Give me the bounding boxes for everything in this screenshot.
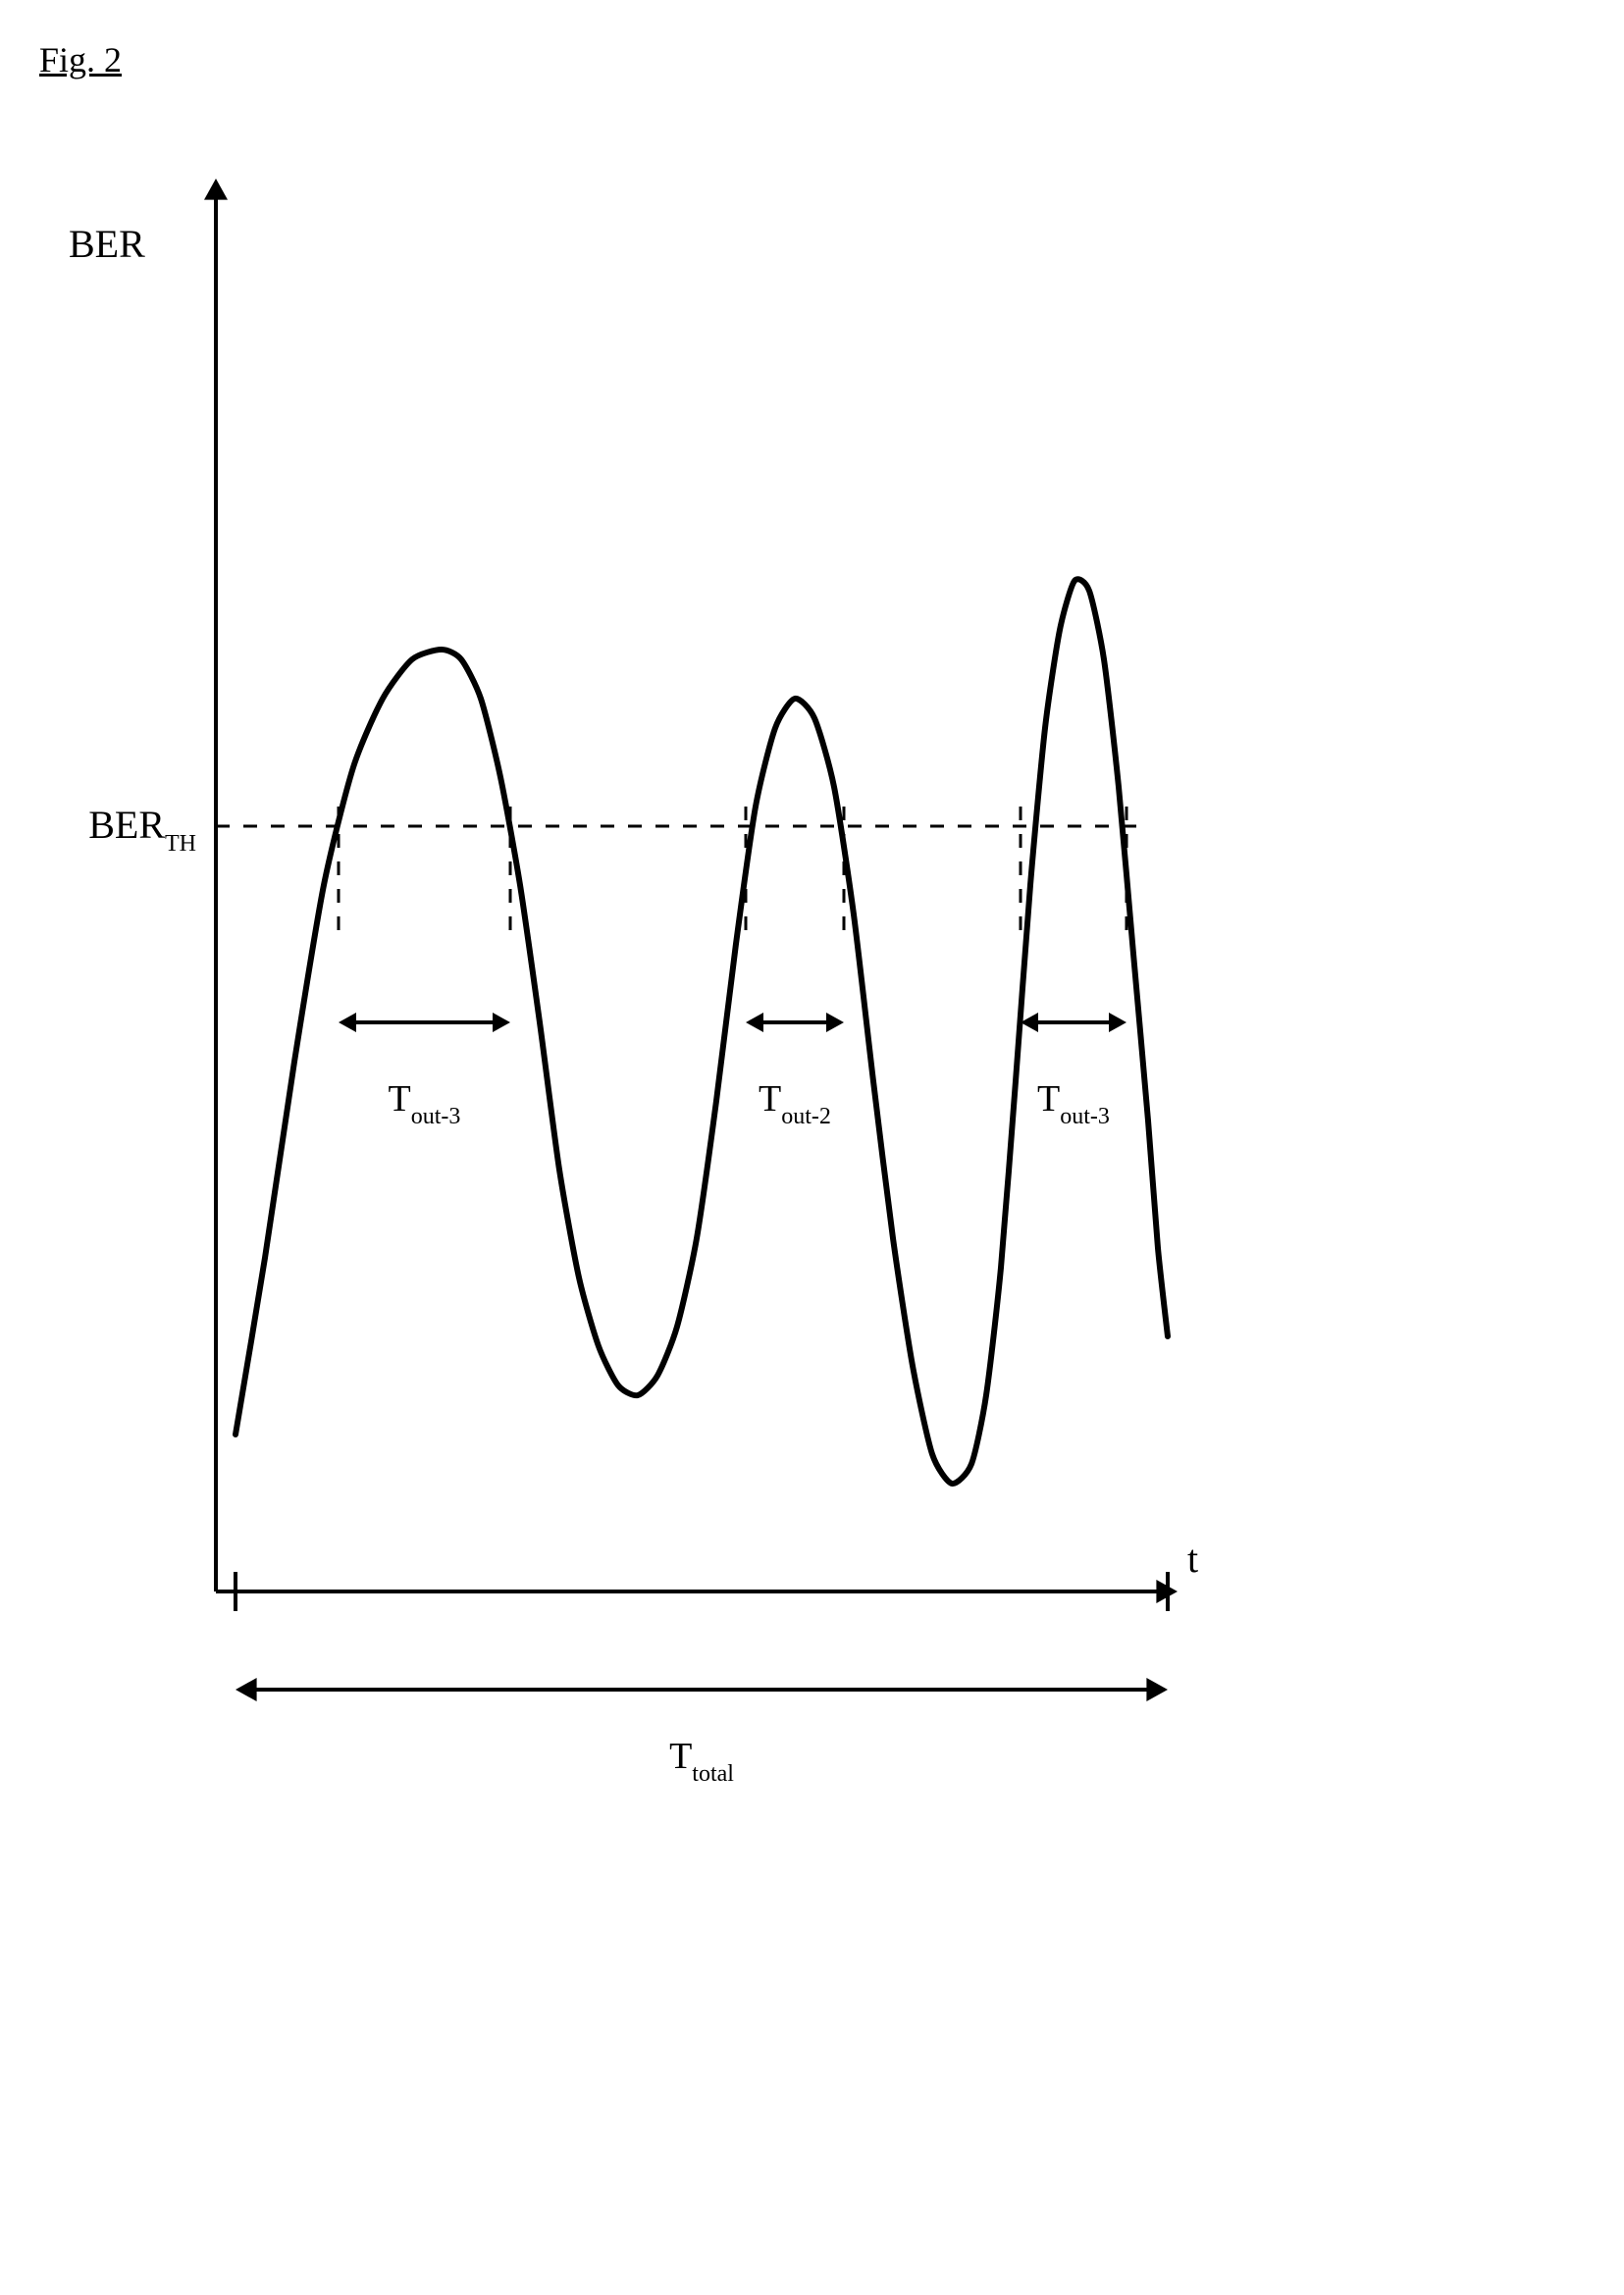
chart-container: BER BERTH t Tout-3 Tout-2 Tout-3 Ttotal [39, 139, 1217, 1807]
svg-text:t: t [1187, 1537, 1198, 1581]
svg-text:Tout-3: Tout-3 [389, 1078, 461, 1129]
svg-text:Tout-2: Tout-2 [759, 1078, 831, 1129]
ber-threshold-label: BERTH [88, 803, 196, 857]
svg-text:Tout-3: Tout-3 [1037, 1078, 1110, 1129]
outage-span-3: Tout-3 [1021, 807, 1126, 1129]
ber-curve [236, 579, 1168, 1484]
outage-span-2: Tout-2 [746, 807, 844, 1129]
figure-title: Fig. 2 [39, 39, 1585, 80]
svg-text:BER: BER [69, 222, 145, 266]
total-span: Ttotal [236, 1678, 1168, 1787]
svg-text:Ttotal: Ttotal [669, 1736, 734, 1787]
ber-vs-time-chart: BER BERTH t Tout-3 Tout-2 Tout-3 Ttotal [39, 139, 1217, 1807]
outage-span-1: Tout-3 [339, 807, 510, 1129]
